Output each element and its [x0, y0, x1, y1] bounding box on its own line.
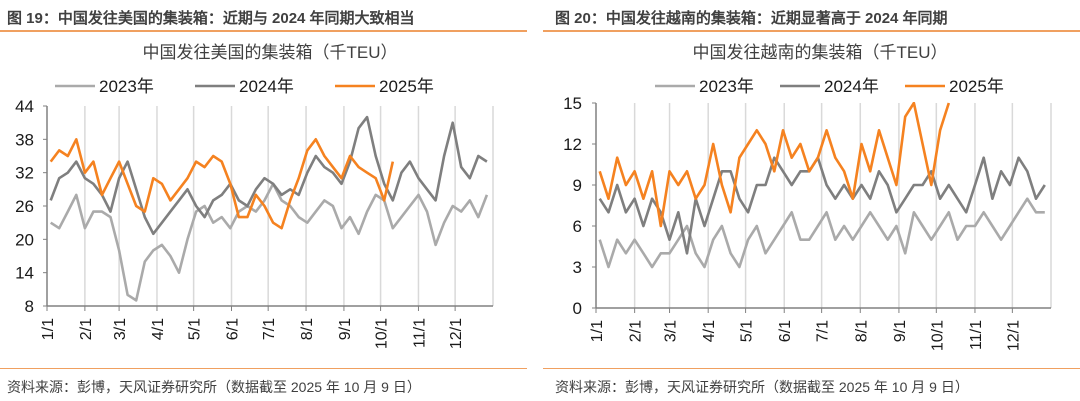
legend-label: 2025年	[379, 77, 434, 96]
x-tick-label: 3/1	[663, 320, 680, 342]
x-tick-label: 9/1	[892, 320, 909, 342]
legend-label: 2025年	[949, 77, 1004, 96]
x-tick-label: 11/1	[411, 318, 428, 348]
chart-title-vietnam: 中国发往越南的集装箱（千TEU）	[693, 43, 948, 62]
y-tick-label: 3	[573, 258, 582, 277]
figure-title-us: 图 19：中国发往美国的集装箱：近期与 2024 年同期大致相当	[7, 10, 415, 27]
y-tick-label: 32	[15, 164, 34, 183]
footer-rule-us	[0, 368, 527, 369]
x-tick-label: 1/1	[589, 320, 606, 342]
y-tick-label: 12	[563, 135, 582, 154]
x-tick-label: 5/1	[187, 318, 204, 340]
footer-rule-vietnam	[543, 368, 1080, 369]
y-tick-label: 26	[15, 197, 34, 216]
x-tick-label: 7/1	[815, 320, 832, 342]
y-tick-label: 38	[15, 130, 34, 149]
title-rule-vietnam	[543, 30, 1080, 32]
legend-label: 2024年	[824, 77, 879, 96]
y-tick-label: 6	[573, 217, 582, 236]
x-tick-label: 4/1	[150, 318, 167, 340]
legend-label: 2023年	[699, 77, 754, 96]
x-tick-label: 6/1	[225, 318, 242, 340]
series-line-2023	[49, 182, 489, 302]
x-tick-label: 2/1	[628, 320, 645, 342]
legend-label: 2023年	[99, 77, 154, 96]
series-line-2024	[598, 156, 1046, 255]
x-tick-label: 8/1	[299, 318, 316, 340]
x-tick-label: 2/1	[78, 318, 95, 340]
y-tick-label: 8	[25, 297, 34, 316]
y-tick-label: 44	[15, 97, 34, 116]
y-tick-label: 20	[15, 230, 34, 249]
x-tick-label: 11/1	[968, 320, 985, 350]
source-note-vietnam: 资料来源：彭博，天风证券研究所（数据截至 2025 年 10 月 9 日）	[555, 379, 969, 395]
series-line-2025	[49, 138, 395, 230]
legend-label: 2024年	[239, 77, 294, 96]
y-tick-label: 15	[563, 94, 582, 113]
series-line-2025	[598, 102, 951, 228]
title-rule-us	[0, 30, 527, 32]
source-note-us: 资料来源：彭博，天风证券研究所（数据截至 2025 年 10 月 9 日）	[7, 379, 421, 395]
y-tick-label: 9	[573, 176, 582, 195]
x-tick-label: 1/1	[40, 318, 57, 340]
series-line-2023	[598, 197, 1045, 269]
x-tick-label: 8/1	[853, 320, 870, 342]
x-tick-label: 9/1	[337, 318, 354, 340]
x-tick-label: 12/1	[448, 318, 465, 349]
x-tick-label: 5/1	[739, 320, 756, 342]
y-tick-label: 0	[573, 299, 582, 318]
chart-title-us: 中国发往美国的集装箱（千TEU）	[143, 43, 398, 62]
x-tick-label: 3/1	[112, 318, 129, 340]
x-tick-label: 4/1	[701, 320, 718, 342]
x-tick-label: 10/1	[374, 318, 391, 349]
x-tick-label: 6/1	[777, 320, 794, 342]
x-tick-label: 12/1	[1005, 320, 1022, 351]
x-tick-label: 7/1	[261, 318, 278, 340]
x-tick-label: 10/1	[929, 320, 946, 351]
figure-title-vietnam: 图 20：中国发往越南的集装箱：近期显著高于 2024 年同期	[555, 10, 948, 27]
y-tick-label: 14	[15, 264, 34, 283]
